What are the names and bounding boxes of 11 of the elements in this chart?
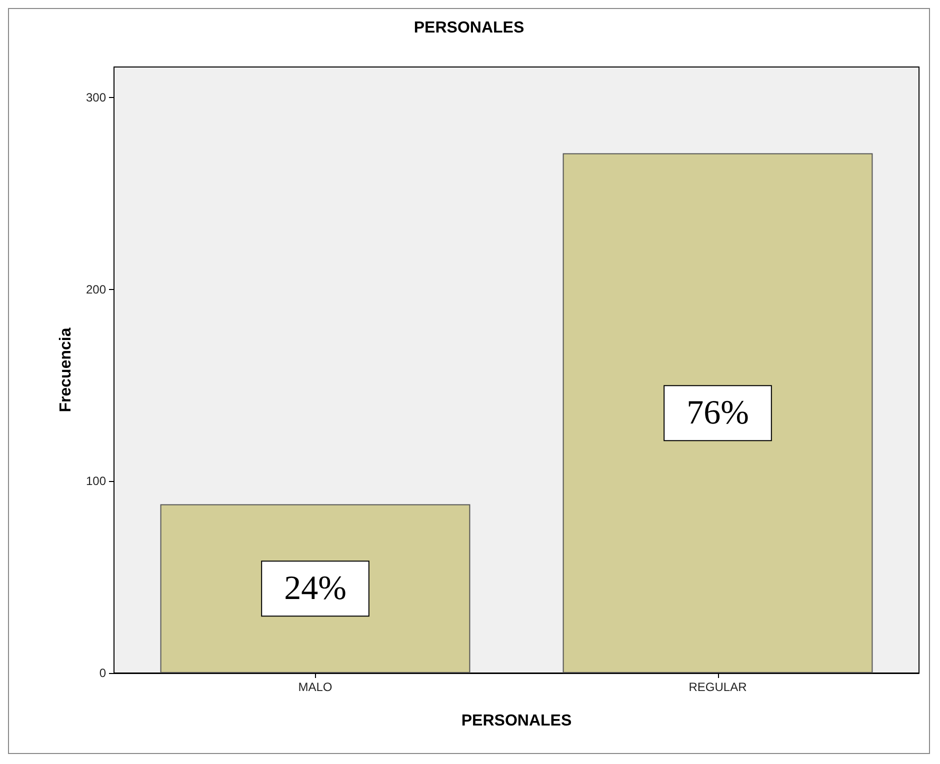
x-tick-label: REGULAR [688, 680, 748, 694]
y-tick-label: 0 [99, 666, 106, 680]
annotation: 24% [284, 570, 346, 608]
annotation: 76% [686, 394, 749, 432]
x-tick-label: MALO [298, 680, 332, 694]
y-tick-label: 200 [86, 282, 106, 296]
x-axis-title: PERSONALES [461, 712, 572, 730]
y-axis-title: Frecuencia [58, 328, 74, 412]
chart-title: PERSONALES [414, 20, 524, 36]
y-tick-label: 100 [86, 474, 106, 488]
y-tick-label: 300 [86, 90, 106, 105]
